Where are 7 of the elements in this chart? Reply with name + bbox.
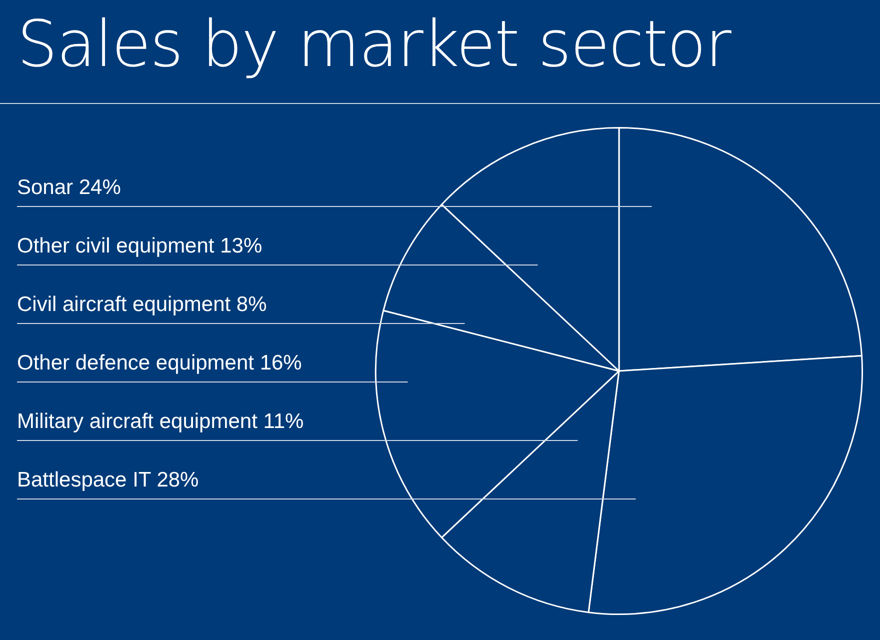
chart-title: Sales by market sector (17, 8, 730, 82)
slice-label: Civil aircraft equipment 8% (17, 293, 267, 316)
slice-label: Military aircraft equipment 11% (17, 410, 304, 433)
slice-label: Other defence equipment 16% (17, 352, 302, 374)
slice-label: Other civil equipment 13% (17, 234, 262, 258)
slice-label: Sonar 24% (17, 176, 121, 199)
slice-label: Battlespace IT 28% (17, 468, 199, 492)
